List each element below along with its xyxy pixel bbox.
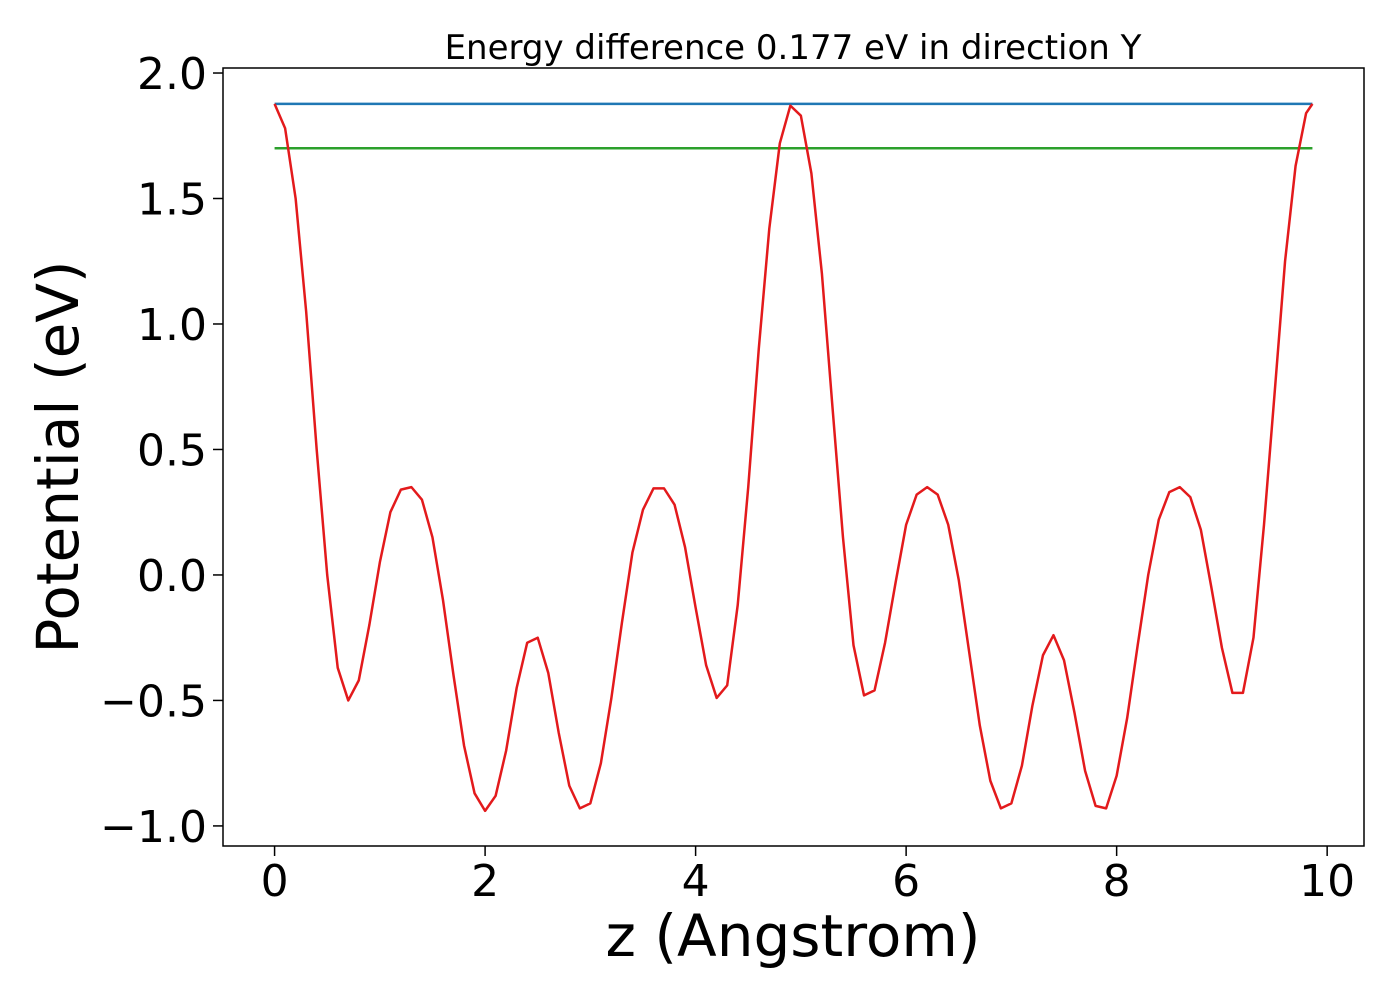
plot-frame: [222, 67, 1365, 847]
line-series: [273, 103, 1314, 813]
y-tick-label: −1.0: [100, 802, 207, 853]
y-tick-label: 1.5: [137, 175, 207, 226]
y-tick-label: 0.5: [137, 425, 207, 476]
y-tick-label: 1.0: [137, 300, 207, 351]
x-axis-label: z (Angstrom): [606, 902, 981, 970]
y-tick-label: 2.0: [137, 49, 207, 100]
x-tick-label: 6: [892, 856, 920, 907]
chart-title: Energy difference 0.177 eV in direction …: [445, 28, 1142, 68]
y-tick-label: 0.0: [137, 551, 207, 602]
y-axis-label: Potential (eV): [24, 260, 92, 653]
x-tick-label: 8: [1103, 856, 1131, 907]
x-tick-label: 0: [261, 856, 289, 907]
x-tick-label: 10: [1299, 856, 1355, 907]
x-tick-label: 4: [682, 856, 710, 907]
x-tick-label: 2: [471, 856, 499, 907]
y-tick-label: −0.5: [100, 676, 207, 727]
